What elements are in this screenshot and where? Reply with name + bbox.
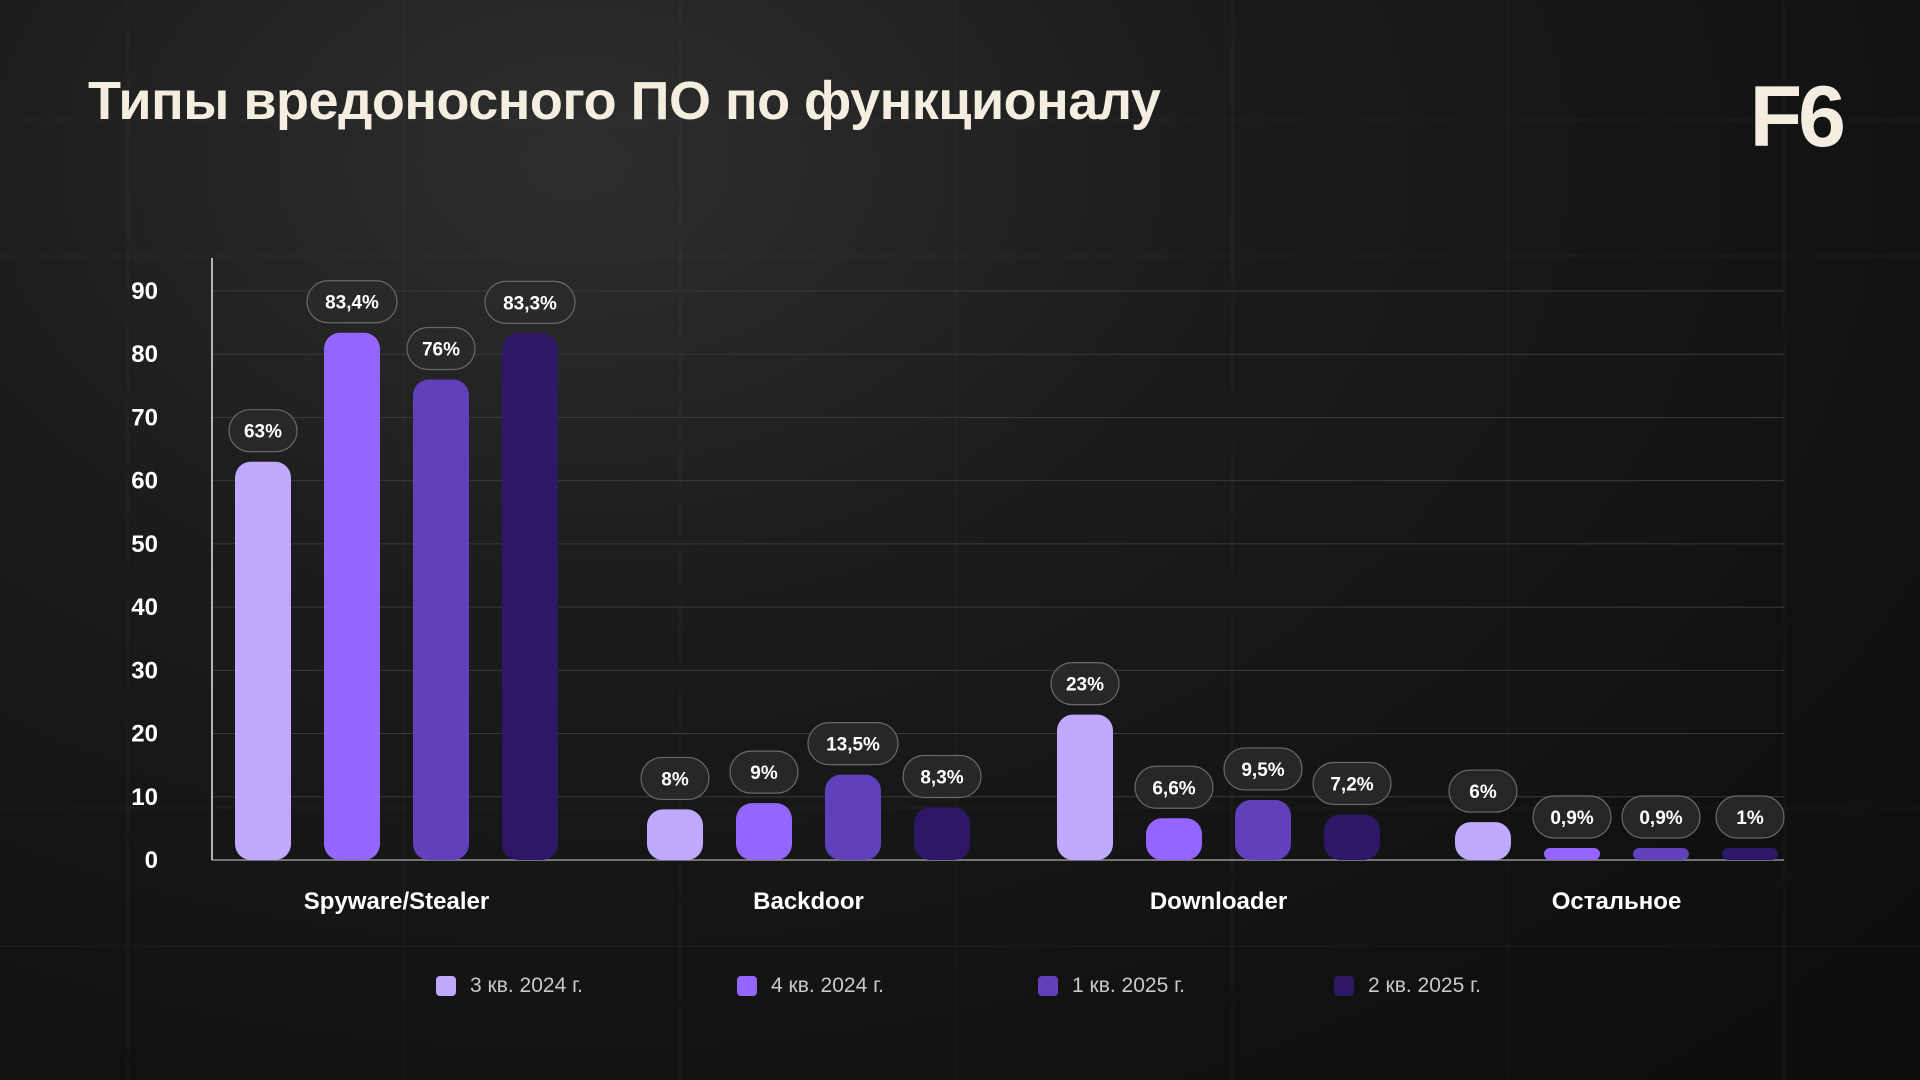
y-tick-label: 90 — [131, 278, 158, 305]
data-label: 9,5% — [1241, 760, 1284, 781]
bar-3 — [1235, 799, 1291, 860]
legend-label: 4 кв. 2024 г. — [771, 974, 885, 997]
legend-item: 3 кв. 2024 г. — [436, 974, 583, 998]
bar-1 — [1057, 714, 1113, 860]
data-label: 63% — [244, 422, 282, 443]
category-label: Остальное — [1552, 888, 1682, 915]
bar-4 — [1722, 848, 1778, 860]
data-label-pill — [1448, 769, 1518, 813]
data-label: 76% — [422, 340, 460, 361]
legend-item: 2 кв. 2025 г. — [1334, 974, 1481, 998]
legend-swatch — [1334, 976, 1354, 996]
data-label-pill — [807, 722, 899, 766]
bar-2 — [736, 803, 792, 860]
bar-2 — [1544, 848, 1600, 860]
y-tick-label: 70 — [131, 404, 158, 431]
y-tick-label: 80 — [131, 341, 158, 368]
y-tick-label: 20 — [131, 721, 158, 748]
bar-2 — [1146, 818, 1202, 860]
legend-item: 4 кв. 2024 г. — [737, 974, 884, 998]
data-label-pill — [1715, 795, 1785, 839]
data-label-pill — [1621, 795, 1701, 839]
data-label: 23% — [1066, 675, 1104, 696]
data-label: 8,3% — [920, 768, 963, 789]
y-tick-label: 60 — [131, 468, 158, 495]
page-title: Типы вредоносного ПО по функционалу — [88, 71, 1161, 131]
data-label-pill — [729, 750, 799, 794]
data-label-pill — [640, 756, 710, 801]
y-tick-label: 10 — [131, 784, 158, 811]
data-label-pill — [1312, 761, 1392, 806]
data-label-pill — [1532, 795, 1612, 839]
data-label-pill — [484, 280, 576, 324]
data-label-pill — [1134, 765, 1214, 809]
bar-4 — [1324, 814, 1380, 860]
bar-1 — [1455, 822, 1511, 860]
data-label: 0,9% — [1550, 808, 1593, 829]
y-tick-label: 0 — [145, 847, 158, 874]
data-label: 83,4% — [325, 293, 379, 314]
data-label: 83,3% — [503, 293, 557, 314]
data-label: 13,5% — [826, 735, 880, 756]
legend-swatch — [1038, 976, 1058, 996]
bar-2 — [324, 332, 380, 860]
data-label-pill — [1050, 661, 1120, 706]
f6-logo: F6 — [1749, 69, 1846, 165]
category-label: Downloader — [1150, 888, 1287, 915]
data-label: 6% — [1469, 782, 1497, 803]
y-tick-label: 40 — [131, 594, 158, 621]
legend-item: 1 кв. 2025 г. — [1038, 974, 1185, 998]
bar-1 — [235, 461, 291, 860]
legend-label: 3 кв. 2024 г. — [470, 974, 584, 997]
data-label: 8% — [661, 769, 689, 790]
data-label: 7,2% — [1330, 774, 1373, 795]
data-label: 0,9% — [1639, 808, 1682, 829]
data-label: 1% — [1736, 808, 1764, 829]
bar-3 — [413, 379, 469, 860]
data-label-pill — [1223, 747, 1303, 791]
legend-swatch — [737, 976, 757, 996]
bar-3 — [825, 774, 881, 860]
data-label: 6,6% — [1152, 778, 1195, 799]
category-label: Backdoor — [753, 888, 864, 915]
bar-3 — [1633, 848, 1689, 860]
data-label-pill — [902, 754, 982, 799]
legend-label: 1 кв. 2025 г. — [1072, 974, 1186, 997]
bar-4 — [502, 333, 558, 860]
data-label: 9% — [750, 763, 778, 784]
y-tick-label: 50 — [131, 531, 158, 558]
bar-1 — [647, 809, 703, 860]
bar-4 — [914, 807, 970, 860]
chart-legend: 3 кв. 2024 г. 4 кв. 2024 г. 1 кв. 2025 г. 2… — [0, 974, 1920, 1004]
legend-label: 2 кв. 2025 г. — [1368, 974, 1482, 997]
y-tick-label: 30 — [131, 657, 158, 684]
legend-swatch — [436, 976, 456, 996]
data-label-pill — [228, 409, 298, 453]
data-label-pill — [306, 280, 398, 324]
category-label: Spyware/Stealer — [304, 888, 489, 915]
data-label-pill — [406, 326, 476, 371]
